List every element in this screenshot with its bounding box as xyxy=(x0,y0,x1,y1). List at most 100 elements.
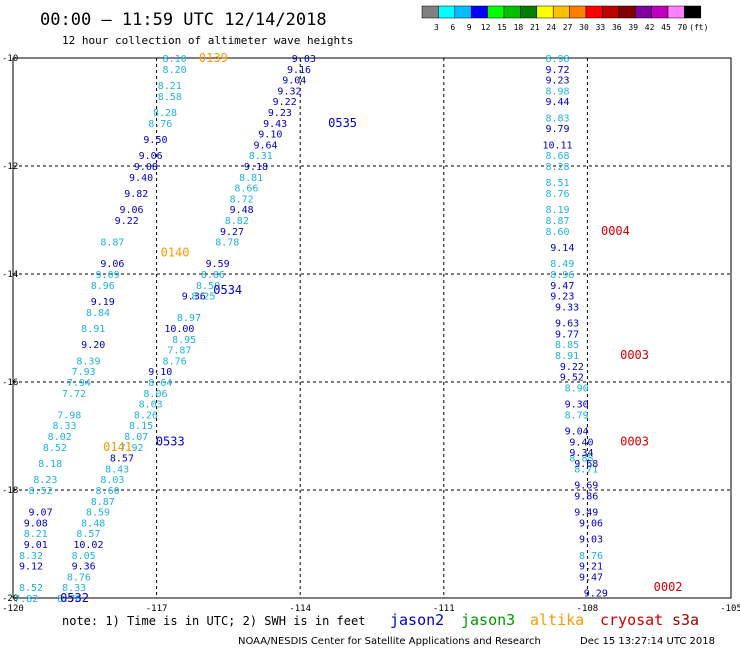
legend-label: 70 xyxy=(678,23,688,32)
wave-height-point: 9.03 xyxy=(292,54,316,65)
wave-height-point: 9.40 xyxy=(569,437,593,448)
wave-height-point: 7.92 xyxy=(119,443,143,454)
wave-height-point: 9.32 xyxy=(277,86,301,97)
wave-height-point: 7.98 xyxy=(57,410,81,421)
wave-height-point: 9.10 xyxy=(148,367,172,378)
wave-height-point: 9.12 xyxy=(19,562,43,573)
x-tick-label: -120 xyxy=(2,604,24,614)
wave-height-point: 9.07 xyxy=(29,508,53,519)
wave-height-point: 8.76 xyxy=(163,356,187,367)
wave-height-point: 8.43 xyxy=(105,464,129,475)
wave-height-point: 9.77 xyxy=(555,329,579,340)
wave-height-point: 8.76 xyxy=(67,572,91,583)
wave-height-point: 9.23 xyxy=(550,292,574,303)
wave-height-point: 8.85 xyxy=(555,340,579,351)
wave-height-point: 9.10 xyxy=(258,130,282,141)
wave-height-point: 9.68 xyxy=(574,459,598,470)
pass-label: 0533 xyxy=(156,434,185,448)
footer-credit: NOAA/NESDIS Center for Satellite Applica… xyxy=(238,636,541,647)
wave-height-point: 8.52 xyxy=(19,583,43,594)
plot-frame xyxy=(12,57,732,599)
wave-height-point: 8.48 xyxy=(81,518,105,529)
wave-height-point: 9.72 xyxy=(545,65,569,76)
wave-height-point: 8.87 xyxy=(91,497,115,508)
wave-height-point: 8.52 xyxy=(43,443,67,454)
legend-label: 33 xyxy=(596,23,606,32)
legend-swatch xyxy=(585,5,603,19)
wave-height-point: 8.91 xyxy=(81,324,105,335)
wave-height-point: 8.10 xyxy=(163,54,187,65)
wave-height-point: 9.47 xyxy=(579,572,603,583)
wave-height-point: 9.47 xyxy=(550,281,574,292)
wave-height-point: 8.79 xyxy=(565,410,589,421)
x-tick-label: -111 xyxy=(433,604,455,614)
pass-labels: 0139 0535 0140 0534 0533 0141 0532 0004 0003 0003… xyxy=(60,51,682,605)
legend-swatch xyxy=(536,5,554,19)
wave-height-point: 9.06 xyxy=(119,205,143,216)
legend-swatch xyxy=(651,5,669,19)
wave-height-point: 10.00 xyxy=(164,324,194,335)
legend-label: 24 xyxy=(546,23,556,32)
x-tick-label: -114 xyxy=(289,604,311,614)
wave-height-point: 8.98 xyxy=(545,86,569,97)
wave-height-point: 8.05 xyxy=(72,551,96,562)
legend-label: 6 xyxy=(450,23,455,32)
wave-height-point: 8.91 xyxy=(555,351,579,362)
chart-subtitle: 12 hour collection of altimeter wave hei… xyxy=(62,34,353,47)
wave-height-point: 7.93 xyxy=(72,367,96,378)
y-tick-label: -12 xyxy=(2,162,18,172)
satellite-altika: altika xyxy=(530,611,584,629)
wave-height-point: 8.33 xyxy=(62,583,86,594)
wave-height-point: 9.52 xyxy=(560,373,584,384)
wave-height-point: 9.20 xyxy=(81,340,105,351)
wave-height-point: 10.02 xyxy=(73,540,103,551)
wave-height-point: 8.90 xyxy=(565,383,589,394)
satellite-jason2: jason2 xyxy=(390,611,444,629)
wave-height-point: 9.36 xyxy=(182,292,206,303)
pass-label: 0141 xyxy=(103,440,132,454)
wave-height-point: 9.21 xyxy=(579,562,603,573)
wave-height-point: 8.39 xyxy=(76,356,100,367)
legend-label: 21 xyxy=(530,23,540,32)
y-tick-label: -18 xyxy=(2,486,18,496)
wave-height-point: 9.08 xyxy=(134,162,158,173)
legend-swatch xyxy=(684,5,702,19)
wave-height-point: 8.57 xyxy=(110,454,134,465)
legend-label: (ft) xyxy=(689,23,708,32)
wave-height-point: 8.26 xyxy=(134,410,158,421)
y-tick-label: -14 xyxy=(2,270,18,280)
wave-height-point: 8.07 xyxy=(124,432,148,443)
wave-height-point: 8.57 xyxy=(76,529,100,540)
wave-height-point: 9.48 xyxy=(230,205,254,216)
legend-label: 12 xyxy=(481,23,491,32)
wave-height-point: 8.19 xyxy=(545,205,569,216)
wave-height-point: 7.87 xyxy=(167,346,191,357)
wave-height-point: 8.28 xyxy=(153,108,177,119)
wave-height-point: 8.25 xyxy=(191,292,215,303)
wave-height-point: 9.14 xyxy=(550,243,574,254)
wave-height-point: 9.82 xyxy=(124,189,148,200)
wave-height-point: 8.58 xyxy=(158,92,182,103)
wave-height-point: 8.96 xyxy=(550,270,574,281)
x-tick-label: -117 xyxy=(146,604,168,614)
wave-height-point: 9.22 xyxy=(560,362,584,373)
wave-height-point: 9.23 xyxy=(545,76,569,87)
legend-swatch xyxy=(503,5,521,19)
legend-swatch xyxy=(470,5,488,19)
wave-height-point: 9.16 xyxy=(287,65,311,76)
chart-title: 00:00 – 11:59 UTC 12/14/2018 xyxy=(40,10,327,30)
wave-height-point: 9.86 xyxy=(574,491,598,502)
wave-height-point: 8.52 xyxy=(29,486,53,497)
wave-height-point: 8.21 xyxy=(158,81,182,92)
legend-label: 9 xyxy=(467,23,472,32)
legend-swatch xyxy=(552,5,570,19)
legend-label: 18 xyxy=(514,23,524,32)
pass-label: 0140 xyxy=(161,245,190,259)
wave-height-point: 9.19 xyxy=(91,297,115,308)
pass-label: 0004 xyxy=(601,224,630,238)
wave-height-point: 9.08 xyxy=(24,518,48,529)
wave-height-point: 8.15 xyxy=(129,421,153,432)
wave-height-point: 8.71 xyxy=(574,464,598,475)
wave-height-point: 9.09 xyxy=(96,270,120,281)
